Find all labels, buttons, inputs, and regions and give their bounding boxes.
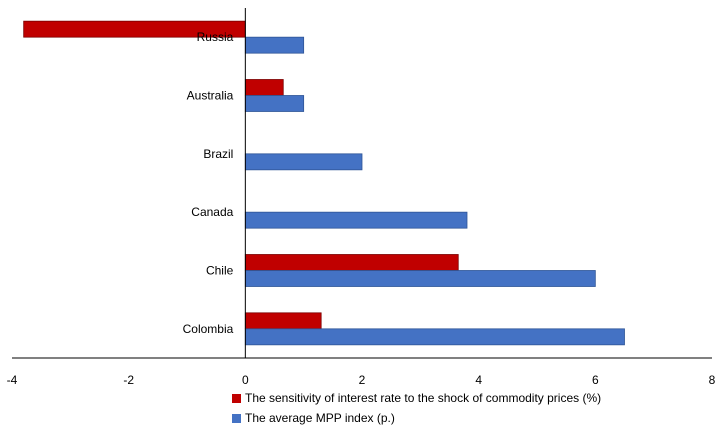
x-tick-label: 6 xyxy=(592,373,599,385)
legend-swatch-mpp xyxy=(232,413,241,423)
bar-mpp-canada xyxy=(244,211,468,229)
bars-group xyxy=(23,20,625,346)
x-tick-label: 8 xyxy=(709,373,716,385)
x-tick-label: 2 xyxy=(359,373,366,385)
bar-mpp-chile xyxy=(244,270,596,287)
x-tick-label: 4 xyxy=(475,373,482,385)
legend: The sensitivity of interest rate to the … xyxy=(232,388,601,428)
category-label-canada: Canada xyxy=(191,205,233,219)
legend-label-mpp: The average MPP index (p.) xyxy=(245,411,395,425)
x-tick-labels: -4 -2 0 2 4 6 8 xyxy=(7,373,716,385)
legend-item-mpp: The average MPP index (p.) xyxy=(232,408,601,428)
bar-mpp-australia xyxy=(244,95,305,112)
x-tick-label: 0 xyxy=(242,373,249,385)
category-label-colombia: Colombia xyxy=(183,322,234,336)
legend-swatch-sensitivity xyxy=(232,393,241,403)
bar-sensitivity-colombia xyxy=(244,312,322,330)
category-labels: Russia Australia Brazil Canada Chile Colombia xyxy=(183,30,234,336)
legend-label-sensitivity: The sensitivity of interest rate to the … xyxy=(245,391,602,405)
category-label-chile: Chile xyxy=(206,264,234,278)
bar-mpp-colombia xyxy=(244,328,625,346)
bar-sensitivity-chile xyxy=(244,254,459,271)
category-label-russia: Russia xyxy=(197,30,234,44)
x-tick-label: -4 xyxy=(7,373,18,385)
bar-mpp-russia xyxy=(244,36,305,54)
bar-sensitivity-australia xyxy=(244,79,284,96)
category-label-australia: Australia xyxy=(187,89,234,103)
x-tick-label: -2 xyxy=(123,373,134,385)
legend-item-sensitivity: The sensitivity of interest rate to the … xyxy=(232,388,601,408)
bar-mpp-brazil xyxy=(244,153,363,171)
bar-chart: -4 -2 0 2 4 6 8 Russia Australia Brazil Canada Chi… xyxy=(7,8,716,385)
category-label-brazil: Brazil xyxy=(203,147,233,161)
